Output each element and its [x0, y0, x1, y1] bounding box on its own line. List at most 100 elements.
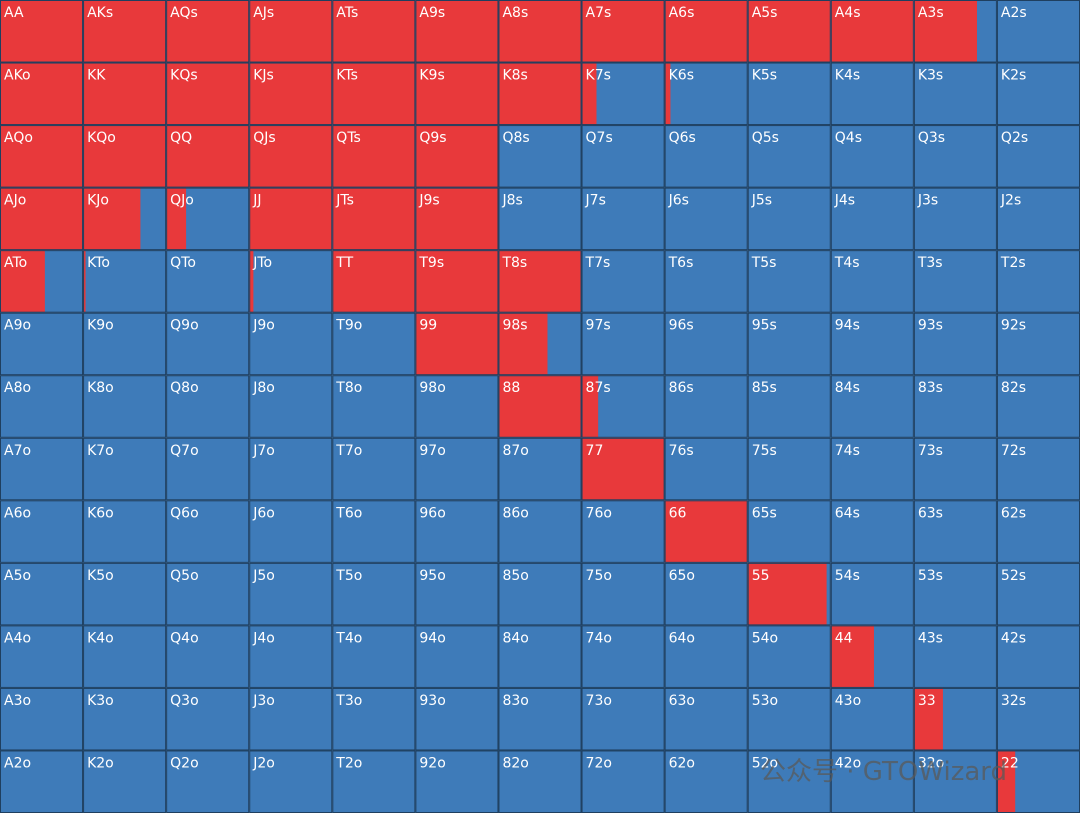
- cell-background: [83, 500, 167, 563]
- cell-border: [332, 125, 416, 188]
- hand-label: 64s: [835, 505, 860, 521]
- hand-label: A4s: [835, 5, 861, 21]
- hand-label: 63o: [669, 693, 695, 709]
- hand-label: T4o: [335, 630, 362, 646]
- raise-fraction: [166, 125, 250, 188]
- hand-label: 84s: [835, 380, 860, 396]
- raise-fraction: [581, 437, 665, 501]
- cell-background: [581, 562, 665, 626]
- cell-background: [83, 437, 167, 501]
- hand-label: T6s: [668, 255, 694, 271]
- raise-fraction: [498, 250, 582, 313]
- hand-label: 22: [1001, 755, 1019, 771]
- raise-fraction: [332, 125, 416, 188]
- hand-label: 32s: [1001, 693, 1026, 709]
- hand-label: K6o: [87, 505, 114, 521]
- cell-border: [747, 375, 831, 438]
- raise-fraction: [664, 500, 748, 563]
- cell-border: [415, 187, 499, 251]
- cell-background: [0, 687, 84, 751]
- cell-background: [83, 687, 167, 751]
- cell-background: [830, 312, 914, 376]
- raise-fraction: [166, 62, 250, 126]
- cell-border: [830, 687, 914, 751]
- raise-fraction: [166, 187, 187, 251]
- cell-background: [830, 750, 914, 813]
- cell-border: [913, 500, 997, 563]
- hand-label: T4s: [834, 255, 860, 271]
- cell-background: [664, 375, 748, 438]
- hand-label: J5o: [252, 568, 275, 584]
- cell-background: [747, 437, 831, 501]
- cell-border: [415, 62, 499, 126]
- cell-background: [0, 500, 84, 563]
- cell-border: [747, 500, 831, 563]
- hand-label: ATo: [4, 255, 27, 271]
- cell-background: [664, 625, 748, 688]
- hand-label: A4o: [4, 630, 31, 646]
- raise-fraction: [249, 0, 333, 63]
- cell-border: [249, 562, 333, 626]
- cell-border: [747, 0, 831, 63]
- hand-label: J8o: [252, 380, 275, 396]
- cell-border: [498, 375, 582, 438]
- hand-label: KK: [87, 68, 106, 84]
- hand-label: Q6o: [170, 505, 199, 521]
- cell-border: [166, 687, 250, 751]
- cell-background: [0, 625, 84, 688]
- hand-label: 32o: [918, 755, 944, 771]
- cell-border: [498, 625, 582, 688]
- cell-background: [249, 562, 333, 626]
- cell-background: [166, 625, 250, 688]
- cell-background: [415, 500, 499, 563]
- raise-fraction: [747, 562, 827, 626]
- hand-label: AJs: [253, 5, 274, 21]
- hand-label: 96o: [419, 505, 445, 521]
- cell-background: [0, 562, 84, 626]
- hand-label: 76s: [669, 443, 694, 459]
- hand-label: 92s: [1001, 318, 1026, 334]
- hand-label: T2o: [335, 755, 362, 771]
- hand-label: J5s: [751, 193, 772, 209]
- cell-background: [332, 375, 416, 438]
- raise-fraction: [0, 250, 45, 313]
- cell-border: [83, 62, 167, 126]
- hand-label: Q5s: [752, 130, 779, 146]
- raise-fraction: [249, 125, 333, 188]
- raise-fraction: [415, 0, 499, 63]
- cell-background: [0, 750, 84, 813]
- raise-fraction: [415, 187, 499, 251]
- cell-border: [830, 250, 914, 313]
- raise-fraction: [415, 250, 499, 313]
- cell-border: [166, 250, 250, 313]
- cell-background: [996, 312, 1080, 376]
- hand-label: AA: [4, 5, 24, 21]
- cell-border: [249, 625, 333, 688]
- cell-background: [166, 687, 250, 751]
- hand-label: K3o: [87, 693, 114, 709]
- hand-label: Q9s: [419, 130, 446, 146]
- cell-border: [747, 250, 831, 313]
- cell-background: [166, 562, 250, 626]
- hand-label: Q8o: [170, 380, 199, 396]
- cell-background: [166, 500, 250, 563]
- hand-label: T8s: [501, 255, 527, 271]
- hand-label: 63s: [918, 505, 943, 521]
- hand-label: J4o: [252, 630, 275, 646]
- hand-label: T7s: [585, 255, 611, 271]
- cell-background: [830, 375, 914, 438]
- cell-background: [830, 500, 914, 563]
- hand-label: AQs: [170, 5, 198, 21]
- hand-label: A7o: [4, 443, 31, 459]
- hand-label: K2o: [87, 755, 114, 771]
- hand-label: Q7s: [586, 130, 613, 146]
- hand-label: KJs: [253, 68, 274, 84]
- hand-label: 54o: [752, 630, 778, 646]
- cell-border: [581, 687, 665, 751]
- cell-background: [913, 500, 997, 563]
- hand-label: 95o: [419, 568, 445, 584]
- hand-label: KQo: [87, 130, 116, 146]
- cell-border: [664, 187, 748, 251]
- cell-background: [498, 687, 582, 751]
- cell-border: [332, 62, 416, 126]
